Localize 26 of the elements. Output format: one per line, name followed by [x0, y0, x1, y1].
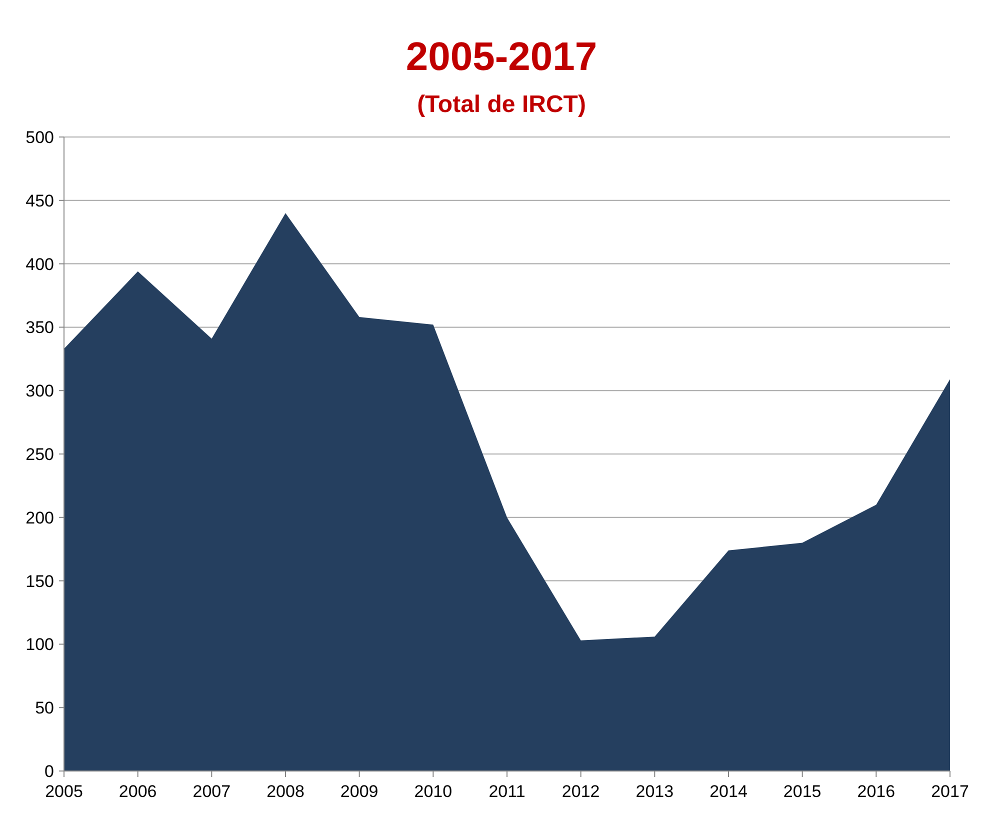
x-tick-label: 2014	[710, 782, 748, 801]
x-tick-label: 2013	[636, 782, 674, 801]
x-tick-label: 2005	[45, 782, 83, 801]
y-tick-label: 250	[26, 444, 54, 464]
chart-title: 2005-2017	[406, 35, 598, 79]
x-tick-label: 2009	[340, 782, 378, 801]
x-tick-label: 2007	[192, 782, 231, 801]
y-tick-label: 50	[35, 698, 54, 718]
y-tick-label: 100	[26, 635, 54, 654]
y-tick-label: 400	[26, 254, 54, 274]
x-tick-label: 2012	[562, 782, 600, 801]
x-tick-label: 2011	[488, 782, 526, 801]
y-tick-label: 500	[26, 128, 54, 147]
x-tick-label: 2016	[857, 782, 896, 801]
y-tick-label: 300	[26, 382, 54, 401]
x-tick-label: 2015	[783, 782, 822, 801]
y-tick-label: 200	[26, 508, 54, 528]
x-tick-label: 2010	[414, 782, 452, 801]
y-tick-label: 350	[26, 318, 54, 338]
x-tick-label: 2006	[118, 782, 157, 801]
x-tick-label: 2017	[931, 782, 969, 801]
y-tick-label: 0	[44, 762, 54, 781]
x-tick-label: 2008	[266, 782, 304, 801]
y-tick-label: 150	[26, 572, 54, 591]
y-tick-label: 450	[26, 191, 54, 210]
chart-subtitle: (Total de IRCT)	[417, 91, 586, 118]
